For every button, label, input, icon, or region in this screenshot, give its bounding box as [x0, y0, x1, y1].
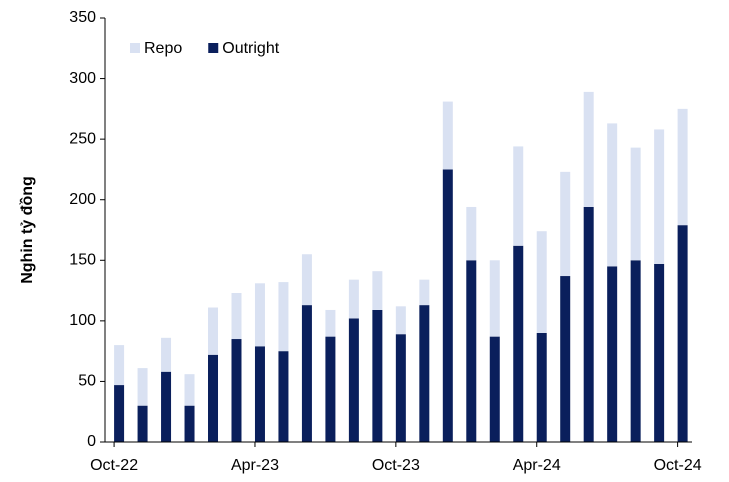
bar-segment [442, 101, 453, 170]
legend-label: Repo [144, 40, 182, 57]
bar-segment [489, 260, 500, 337]
bar-segment [137, 368, 148, 406]
legend-swatch [130, 43, 140, 53]
bar-segment [536, 231, 547, 333]
y-tick-label: 200 [69, 191, 96, 208]
y-tick-label: 300 [69, 70, 96, 87]
y-tick-label: 350 [69, 9, 96, 26]
bar-segment [114, 385, 125, 442]
x-tick-label: Apr-23 [231, 457, 279, 474]
bar-segment [513, 245, 524, 442]
bar-segment [419, 279, 430, 306]
bar-segment [254, 283, 265, 347]
bar-segment [254, 346, 265, 442]
bar-segment [114, 345, 125, 386]
bar-segment [466, 260, 477, 442]
bar-segment [607, 266, 618, 442]
x-tick-label: Oct-23 [372, 457, 420, 474]
bar-segment [301, 254, 312, 306]
bar-segment [677, 225, 688, 442]
bar-segment [536, 332, 547, 442]
bar-segment [630, 147, 641, 261]
bar-segment [583, 206, 594, 442]
bar-segment [348, 279, 359, 319]
bar-segment [677, 108, 688, 226]
bar-segment [184, 374, 195, 406]
bar-segment [372, 309, 383, 442]
bar-segment [442, 169, 453, 442]
bar-segment [278, 351, 289, 442]
bar-segment [184, 405, 195, 442]
bar-segment [489, 336, 500, 442]
bar-segment [419, 305, 430, 442]
bar-segment [466, 206, 477, 261]
legend-label: Outright [222, 40, 279, 57]
bar-segment [161, 337, 172, 372]
bar-segment [161, 371, 172, 442]
bar-segment [348, 318, 359, 442]
bar-segment [395, 334, 406, 442]
y-tick-label: 0 [87, 433, 96, 450]
bar-segment [395, 306, 406, 335]
bar-segment [208, 307, 219, 355]
bar-segment [137, 405, 148, 442]
y-tick-label: 50 [78, 373, 96, 390]
bar-segment [560, 171, 571, 277]
y-tick-label: 100 [69, 312, 96, 329]
bar-segment [654, 263, 665, 442]
y-axis-title: Nghin tỷ đồng [19, 176, 36, 284]
y-tick-label: 150 [69, 252, 96, 269]
bar-segment [607, 123, 618, 267]
bar-segment [513, 146, 524, 246]
x-tick-label: Apr-24 [513, 457, 561, 474]
bar-segment [231, 339, 242, 442]
bar-segment [208, 354, 219, 442]
bar-segment [325, 309, 336, 337]
bar-segment [231, 292, 242, 340]
bar-segment [301, 305, 312, 442]
bar-segment [583, 91, 594, 207]
y-tick-label: 250 [69, 130, 96, 147]
bar-segment [325, 336, 336, 442]
bar-segment [654, 129, 665, 264]
bar-segment [278, 282, 289, 352]
x-tick-label: Oct-22 [90, 457, 138, 474]
bar-segment [560, 276, 571, 442]
bar-segment [372, 271, 383, 310]
bar-segment [630, 260, 641, 442]
legend-swatch [208, 43, 219, 53]
x-tick-label: Oct-24 [654, 457, 702, 474]
